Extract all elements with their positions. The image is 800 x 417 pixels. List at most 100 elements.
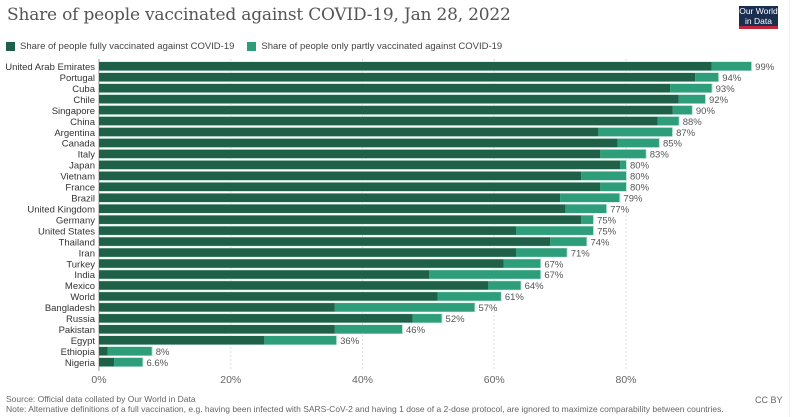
- bar-partly-vaccinated[interactable]: [107, 346, 152, 356]
- bar-partly-vaccinated[interactable]: [503, 259, 541, 268]
- legend-item-fully[interactable]: Share of people fully vaccinated against…: [6, 41, 234, 52]
- category-label: United Arab Emirates: [5, 62, 95, 73]
- bar-fully-vaccinated[interactable]: [99, 149, 601, 159]
- bar-partly-vaccinated[interactable]: [600, 182, 626, 192]
- bar-fully-vaccinated[interactable]: [99, 336, 265, 345]
- bar-fully-vaccinated[interactable]: [99, 346, 108, 356]
- value-label: 85%: [663, 139, 683, 150]
- bar-partly-vaccinated[interactable]: [114, 357, 143, 367]
- bar-fully-vaccinated[interactable]: [99, 303, 335, 312]
- bar-fully-vaccinated[interactable]: [99, 325, 335, 334]
- bars: [99, 61, 753, 367]
- bar-partly-vaccinated[interactable]: [264, 336, 337, 345]
- category-label: France: [65, 183, 95, 194]
- bar-partly-vaccinated[interactable]: [695, 72, 719, 82]
- bar-partly-vaccinated[interactable]: [412, 314, 442, 323]
- bar-partly-vaccinated[interactable]: [581, 171, 626, 181]
- bar-partly-vaccinated[interactable]: [565, 204, 607, 213]
- bar-fully-vaccinated[interactable]: [99, 83, 671, 93]
- bar-fully-vaccinated[interactable]: [99, 204, 566, 213]
- owid-logo[interactable]: Our World in Data: [739, 6, 778, 29]
- value-label: 46%: [406, 325, 426, 336]
- value-labels: 99%94%93%92%90%88%87%85%83%80%80%80%79%7…: [146, 62, 774, 369]
- value-label: 6.6%: [146, 358, 168, 369]
- value-label: 36%: [340, 336, 360, 347]
- value-label: 93%: [716, 84, 736, 95]
- category-label: Chile: [73, 95, 95, 106]
- bar-partly-vaccinated[interactable]: [437, 292, 501, 301]
- bar-fully-vaccinated[interactable]: [99, 237, 551, 246]
- x-tick-label: 0%: [91, 374, 106, 386]
- category-label: Portugal: [60, 73, 95, 84]
- category-label: Vietnam: [60, 172, 95, 183]
- bar-fully-vaccinated[interactable]: [99, 248, 516, 257]
- bar-partly-vaccinated[interactable]: [334, 325, 403, 334]
- value-label: 77%: [610, 204, 630, 215]
- value-label: 80%: [630, 183, 650, 194]
- bar-partly-vaccinated[interactable]: [560, 193, 620, 203]
- bar-partly-vaccinated[interactable]: [515, 226, 594, 235]
- bar-partly-vaccinated[interactable]: [334, 303, 475, 312]
- bar-fully-vaccinated[interactable]: [99, 72, 696, 82]
- bar-partly-vaccinated[interactable]: [600, 149, 646, 159]
- bar-partly-vaccinated[interactable]: [617, 138, 659, 148]
- value-label: 61%: [505, 292, 525, 303]
- bar-fully-vaccinated[interactable]: [99, 116, 658, 126]
- category-label: Italy: [78, 150, 96, 161]
- category-label: Russia: [66, 314, 96, 325]
- bar-fully-vaccinated[interactable]: [99, 270, 430, 279]
- bar-fully-vaccinated[interactable]: [99, 127, 599, 137]
- bar-partly-vaccinated[interactable]: [488, 281, 521, 290]
- bar-fully-vaccinated[interactable]: [99, 314, 413, 323]
- bar-fully-vaccinated[interactable]: [99, 138, 618, 148]
- legend-label-fully: Share of people fully vaccinated against…: [20, 41, 235, 52]
- category-label: World: [70, 292, 95, 303]
- bar-fully-vaccinated[interactable]: [99, 171, 582, 181]
- category-label: Bangladesh: [45, 303, 95, 314]
- bar-partly-vaccinated[interactable]: [620, 160, 626, 170]
- bar-partly-vaccinated[interactable]: [581, 215, 594, 224]
- bar-partly-vaccinated[interactable]: [429, 270, 541, 279]
- bar-fully-vaccinated[interactable]: [99, 160, 621, 170]
- category-label: India: [74, 270, 95, 281]
- category-label: United States: [38, 226, 95, 237]
- legend-item-partly[interactable]: Share of people only partly vaccinated a…: [247, 41, 502, 52]
- category-label: China: [70, 117, 96, 128]
- value-label: 64%: [525, 281, 545, 292]
- bar-partly-vaccinated[interactable]: [550, 237, 587, 246]
- bar-fully-vaccinated[interactable]: [99, 215, 582, 224]
- source-text[interactable]: Source: Official data collated by Our Wo…: [6, 394, 196, 404]
- value-label: 52%: [446, 314, 466, 325]
- category-label: Cuba: [72, 84, 95, 95]
- bar-fully-vaccinated[interactable]: [99, 357, 115, 367]
- bar-partly-vaccinated[interactable]: [598, 127, 673, 137]
- bar-fully-vaccinated[interactable]: [99, 105, 673, 115]
- value-label: 74%: [590, 237, 610, 248]
- bar-partly-vaccinated[interactable]: [678, 94, 706, 104]
- bar-partly-vaccinated[interactable]: [670, 83, 712, 93]
- logo-line-1: Our World: [739, 6, 778, 16]
- category-label: Brazil: [71, 194, 95, 205]
- bar-partly-vaccinated[interactable]: [711, 62, 752, 71]
- category-label: Turkey: [66, 259, 95, 270]
- bar-fully-vaccinated[interactable]: [99, 259, 504, 268]
- bar-fully-vaccinated[interactable]: [99, 94, 679, 104]
- bar-fully-vaccinated[interactable]: [99, 62, 712, 71]
- legend-swatch-fully: [6, 42, 15, 51]
- bar-fully-vaccinated[interactable]: [99, 281, 489, 290]
- bar-fully-vaccinated[interactable]: [99, 193, 561, 203]
- x-tick-label: 40%: [352, 374, 373, 386]
- footer: Source: Official data collated by Our Wo…: [6, 394, 724, 414]
- bar-partly-vaccinated[interactable]: [657, 116, 679, 126]
- bar-fully-vaccinated[interactable]: [99, 226, 516, 235]
- bar-fully-vaccinated[interactable]: [99, 182, 601, 192]
- license-text[interactable]: CC BY: [755, 395, 783, 405]
- category-label: Thailand: [59, 237, 95, 248]
- x-tick-label: 60%: [484, 374, 505, 386]
- value-label: 79%: [623, 194, 643, 205]
- bar-partly-vaccinated[interactable]: [672, 105, 692, 115]
- bar-partly-vaccinated[interactable]: [515, 248, 567, 257]
- category-labels: United Arab EmiratesPortugalCubaChileSin…: [5, 62, 95, 369]
- bar-fully-vaccinated[interactable]: [99, 292, 438, 301]
- category-label: Mexico: [65, 281, 95, 292]
